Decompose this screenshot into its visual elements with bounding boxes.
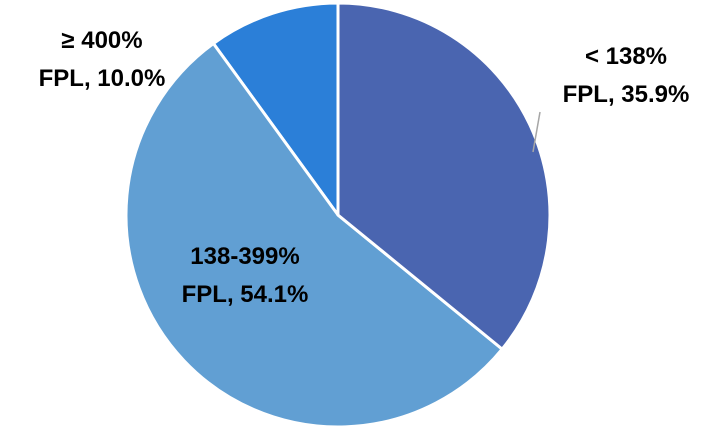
leader-line [532,111,541,153]
pie-slice [124,41,505,427]
data-label: ≥ 400% FPL, 10.0% [38,27,166,92]
pie-slice [211,1,340,220]
data-label: < 138% FPL, 35.9% [562,43,690,108]
data-label: 138-399% FPL, 54.1% [181,243,309,308]
pie-slice [336,1,552,352]
